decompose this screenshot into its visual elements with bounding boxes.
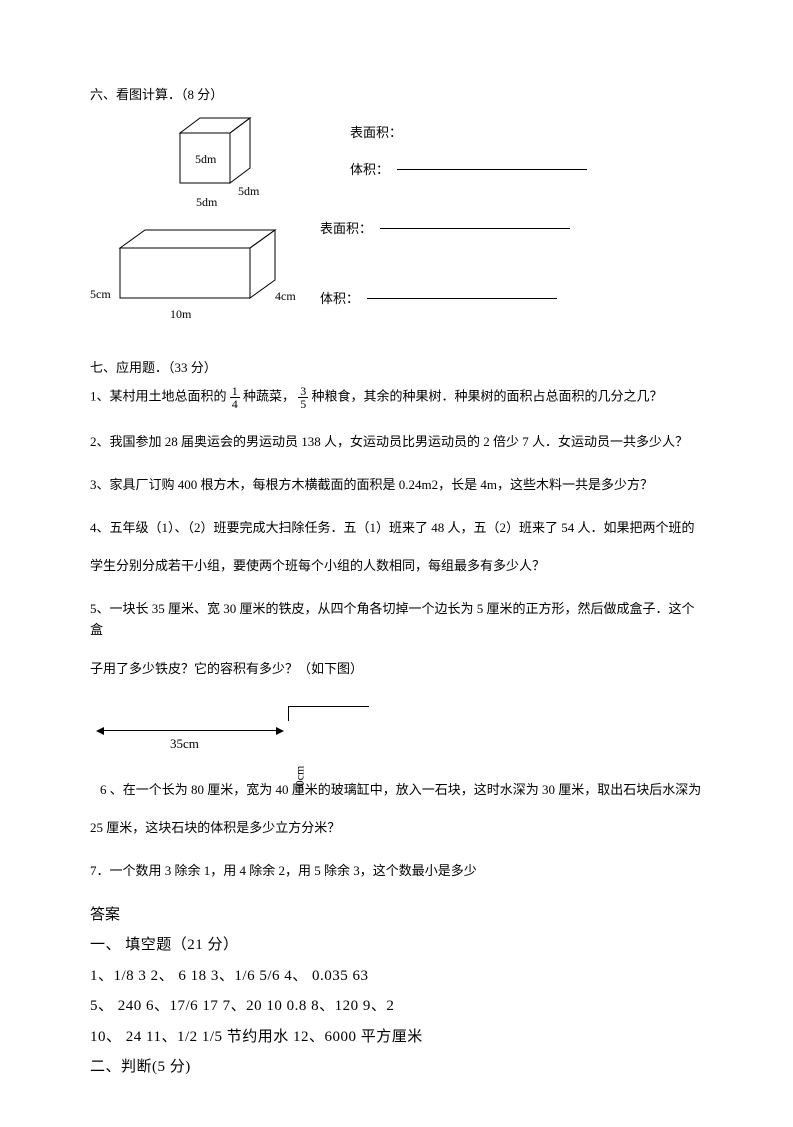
- cube-labels: 表面积： 体积：: [340, 123, 703, 198]
- underline-3: [367, 298, 557, 299]
- ans-s1-title: 一、 填空题（21 分）: [90, 934, 703, 957]
- q5a: 5、一块长 35 厘米、宽 30 厘米的铁皮，从四个角各切掉一个边长为 5 厘米…: [90, 599, 703, 641]
- underline-1: [397, 169, 587, 170]
- q2: 2、我国参加 28 届奥运会的男运动员 138 人，女运动员比男运动员的 2 倍…: [90, 432, 703, 453]
- q1-b: 种蔬菜，: [243, 388, 295, 403]
- q1-frac1: 14: [230, 385, 240, 410]
- cube-dim3: 5dm: [196, 195, 218, 208]
- section6-title: 六、看图计算．（8 分）: [90, 85, 703, 105]
- q7: 7．一个数用 3 除余 1，用 4 除余 2，用 5 除余 3，这个数最小是多少: [90, 861, 703, 882]
- rect-fragment: [288, 706, 369, 721]
- q1: 1、某村用土地总面积的 14 种蔬菜， 35 种粮食，其余的种果树．种果树的面积…: [90, 385, 703, 410]
- volume-label-1: 体积：: [350, 160, 389, 180]
- q1-frac2: 35: [298, 385, 308, 410]
- rot-30cm: 30cm: [290, 765, 308, 792]
- surface-label-1: 表面积：: [350, 123, 402, 143]
- ans-l3: 10、 24 11、1/2 1/5 节约用水 12、6000 平方厘米: [90, 1026, 703, 1049]
- page: 六、看图计算．（8 分） 5dm 5dm 5dm 表面积： 体积：: [0, 0, 793, 1127]
- cuboid-h: 5cm: [90, 287, 111, 301]
- cuboid-row: 5cm 4cm 10m 表面积： 体积：: [90, 218, 703, 328]
- cube-dim2: 5dm: [238, 184, 260, 198]
- arrow-left-icon: [96, 727, 104, 735]
- cuboid-diagram: 5cm 4cm 10m: [90, 218, 310, 328]
- q1-c: 种粮食，其余的种果树．种果树的面积占总面积的几分之几？: [312, 388, 663, 403]
- cuboid-w: 10m: [170, 307, 192, 321]
- answers-head: 答案: [90, 904, 703, 927]
- cuboid-labels: 表面积： 体积：: [310, 219, 703, 326]
- arrow-right-icon: [276, 727, 284, 735]
- cuboid-d: 4cm: [275, 289, 296, 303]
- q5b: 子用了多少铁皮？它的容积有多少？（如下图）: [90, 659, 703, 680]
- q3: 3、家具厂订购 400 根方木，每根方木横截面的面积是 0.24m2，长是 4m…: [90, 475, 703, 496]
- q6b: 25 厘米，这块石块的体积是多少立方分米？: [90, 818, 703, 839]
- arrow-line: [100, 730, 280, 731]
- ans-s2-title: 二、判断(5 分): [90, 1056, 703, 1079]
- arrow-label: 35cm: [170, 734, 199, 754]
- answers: 答案 一、 填空题（21 分） 1、1/8 3 2、 6 18 3、1/6 5/…: [90, 904, 703, 1079]
- underline-2: [380, 228, 570, 229]
- q6a: 6 、在一个长为 80 厘米，宽为 40 厘米的玻璃缸中，放入一石块，这时水深为…: [90, 780, 703, 801]
- cube-diagram: 5dm 5dm 5dm: [90, 113, 340, 208]
- q1-a: 1、某村用土地总面积的: [90, 388, 227, 403]
- ans-l1: 1、1/8 3 2、 6 18 3、1/6 5/6 4、 0.035 63: [90, 965, 703, 988]
- surface-label-2: 表面积：: [320, 219, 372, 239]
- section7-title: 七、应用题．（33 分）: [90, 358, 703, 378]
- ans-l2: 5、 240 6、17/6 17 7、20 10 0.8 8、120 9、2: [90, 995, 703, 1018]
- cube-row: 5dm 5dm 5dm 表面积： 体积：: [90, 113, 703, 208]
- section7: 七、应用题．（33 分） 1、某村用土地总面积的 14 种蔬菜， 35 种粮食，…: [90, 358, 703, 882]
- cube-dim1: 5dm: [195, 152, 217, 166]
- q4b: 学生分别分成若干小组，要使两个班每个小组的人数相同，每组最多有多少人？: [90, 556, 703, 577]
- arrow-figure: 35cm 30cm: [90, 710, 370, 770]
- volume-label-2: 体积：: [320, 289, 359, 309]
- q4a: 4、五年级（1）、（2）班要完成大扫除任务．五（1）班来了 48 人，五（2）班…: [90, 518, 703, 539]
